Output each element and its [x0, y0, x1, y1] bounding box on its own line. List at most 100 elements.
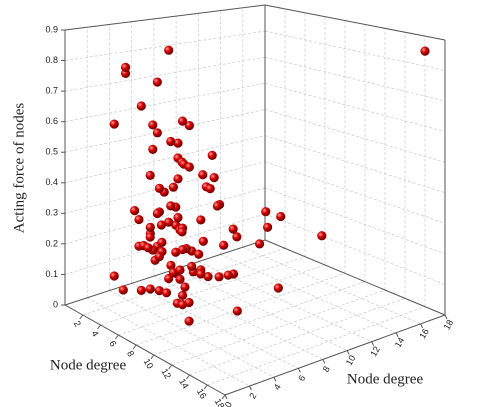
- grid: 0 0.1 0.2 0.3 0.4 0.5 0.6 0.7 0.8 0.9 2 4 68 10 12 14 16…: [45, 4, 456, 407]
- x-tick-label: 14: [177, 377, 191, 391]
- y-tick-label: 14: [393, 336, 407, 350]
- tick-mark: [420, 323, 424, 329]
- point: [145, 232, 155, 242]
- grid-line: [264, 56, 446, 102]
- tick-mark: [150, 354, 155, 360]
- point: [198, 170, 208, 180]
- axis-line: [224, 314, 446, 396]
- point: [136, 285, 146, 295]
- axis-line: [64, 304, 226, 396]
- point: [276, 211, 286, 222]
- point: [212, 201, 222, 211]
- z-tick-label: 0.6: [45, 116, 58, 126]
- point: [420, 46, 430, 56]
- grid-line: [153, 275, 323, 360]
- grid-line: [175, 268, 348, 351]
- point: [175, 274, 185, 284]
- point: [177, 227, 187, 237]
- z-tick-label: 0.5: [45, 147, 58, 157]
- grid-line: [64, 56, 266, 92]
- x-tick-label: 18: [213, 397, 227, 407]
- point: [161, 288, 172, 298]
- grid-line: [109, 290, 275, 378]
- z-tick-label: 0.2: [45, 238, 58, 248]
- point: [177, 244, 188, 255]
- point: [166, 260, 176, 270]
- x-tick-label: 10: [142, 357, 156, 371]
- z-axis-label: Acting force of nodes: [11, 103, 27, 234]
- z-tick-label: 0.3: [45, 208, 58, 218]
- axis-line: [264, 4, 446, 41]
- grid-line: [189, 298, 406, 376]
- point: [130, 206, 140, 216]
- point: [207, 150, 217, 160]
- grid-line: [264, 30, 446, 71]
- y-tick-label: 12: [368, 345, 382, 359]
- point: [219, 240, 229, 250]
- z-tick-label: 0.8: [45, 55, 58, 65]
- grid-line: [153, 281, 366, 356]
- point: [184, 316, 194, 326]
- y-tick-label: 2: [247, 391, 258, 400]
- tick-mark: [186, 374, 190, 380]
- point: [166, 201, 176, 211]
- x-tick-label: 2: [72, 319, 83, 328]
- grid-line: [64, 135, 266, 184]
- tick-mark: [444, 314, 448, 320]
- point: [164, 217, 174, 227]
- point: [196, 215, 206, 225]
- z-tick-label: 0.1: [45, 269, 58, 279]
- grid-line: [131, 283, 299, 369]
- point: [173, 212, 183, 223]
- x-axis-label: Node degree: [50, 357, 127, 373]
- point: [145, 284, 155, 294]
- point: [120, 62, 131, 72]
- point: [152, 128, 162, 138]
- z-tick-label: 0.7: [45, 85, 58, 95]
- point: [136, 101, 146, 111]
- point: [109, 271, 119, 281]
- point: [152, 77, 162, 87]
- tick-mark: [297, 368, 301, 373]
- tick-mark: [132, 344, 137, 350]
- point: [173, 174, 183, 184]
- grid-line: [64, 161, 266, 214]
- tick-mark: [168, 364, 173, 370]
- point: [166, 136, 176, 147]
- x-tick-label: 8: [125, 349, 136, 358]
- tick-mark: [248, 385, 252, 391]
- point: [148, 120, 158, 130]
- z-tick-label: 0: [53, 299, 58, 309]
- grid-line: [264, 82, 446, 133]
- x-tick-label: 16: [195, 387, 209, 401]
- tick-mark: [322, 359, 326, 364]
- point: [198, 236, 208, 246]
- x-tick-label: 6: [107, 339, 118, 348]
- point: [156, 220, 167, 230]
- y-tick-label: 18: [442, 318, 456, 332]
- tick-mark: [221, 394, 226, 400]
- y-tick-label: 4: [272, 382, 283, 391]
- point: [154, 183, 165, 193]
- point: [203, 271, 213, 282]
- point: [194, 249, 204, 259]
- point: [184, 120, 194, 131]
- tick-mark: [371, 341, 375, 346]
- grid-line: [207, 306, 426, 386]
- grid-line: [220, 254, 397, 334]
- z-tick-label: 0.4: [45, 177, 58, 187]
- point: [223, 270, 233, 280]
- grid-line: [64, 82, 266, 123]
- grid-line: [64, 30, 266, 61]
- point: [154, 251, 164, 262]
- axis-line: [64, 4, 266, 31]
- tick-mark: [395, 332, 399, 338]
- point: [134, 214, 144, 225]
- point: [232, 306, 242, 316]
- point: [273, 283, 283, 293]
- point: [261, 207, 271, 217]
- axis-line: [64, 239, 266, 306]
- z-tick-label: 0.9: [45, 24, 58, 34]
- tick-mark: [97, 324, 101, 330]
- y-tick-label: 0: [223, 400, 234, 407]
